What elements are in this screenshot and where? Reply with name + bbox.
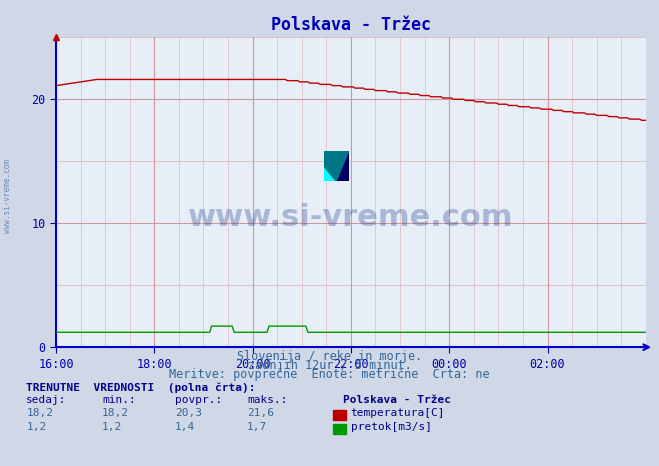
Text: sedaj:: sedaj:: [26, 395, 67, 405]
Text: 1,4: 1,4: [175, 422, 195, 432]
Polygon shape: [324, 166, 336, 181]
Title: Polskava - Tržec: Polskava - Tržec: [271, 16, 431, 34]
Text: TRENUTNE  VREDNOSTI  (polna črta):: TRENUTNE VREDNOSTI (polna črta):: [26, 382, 256, 392]
Text: 21,6: 21,6: [247, 408, 274, 418]
Polygon shape: [336, 151, 349, 181]
Polygon shape: [324, 151, 349, 181]
Text: 18,2: 18,2: [102, 408, 129, 418]
Text: 18,2: 18,2: [26, 408, 53, 418]
Text: 1,7: 1,7: [247, 422, 268, 432]
Text: 1,2: 1,2: [102, 422, 123, 432]
Text: pretok[m3/s]: pretok[m3/s]: [351, 422, 432, 432]
Text: zadnjih 12ur / 5 minut.: zadnjih 12ur / 5 minut.: [248, 359, 411, 372]
Text: Slovenija / reke in morje.: Slovenija / reke in morje.: [237, 350, 422, 363]
Text: temperatura[C]: temperatura[C]: [351, 408, 445, 418]
Text: min.:: min.:: [102, 395, 136, 405]
Text: maks.:: maks.:: [247, 395, 287, 405]
Text: www.si-vreme.com: www.si-vreme.com: [188, 203, 513, 232]
Text: www.si-vreme.com: www.si-vreme.com: [3, 159, 13, 233]
Text: Polskava - Tržec: Polskava - Tržec: [343, 395, 451, 405]
Bar: [324, 151, 336, 166]
Text: 1,2: 1,2: [26, 422, 47, 432]
Text: 20,3: 20,3: [175, 408, 202, 418]
Text: Meritve: povprečne  Enote: metrične  Črta: ne: Meritve: povprečne Enote: metrične Črta:…: [169, 366, 490, 381]
Text: povpr.:: povpr.:: [175, 395, 222, 405]
